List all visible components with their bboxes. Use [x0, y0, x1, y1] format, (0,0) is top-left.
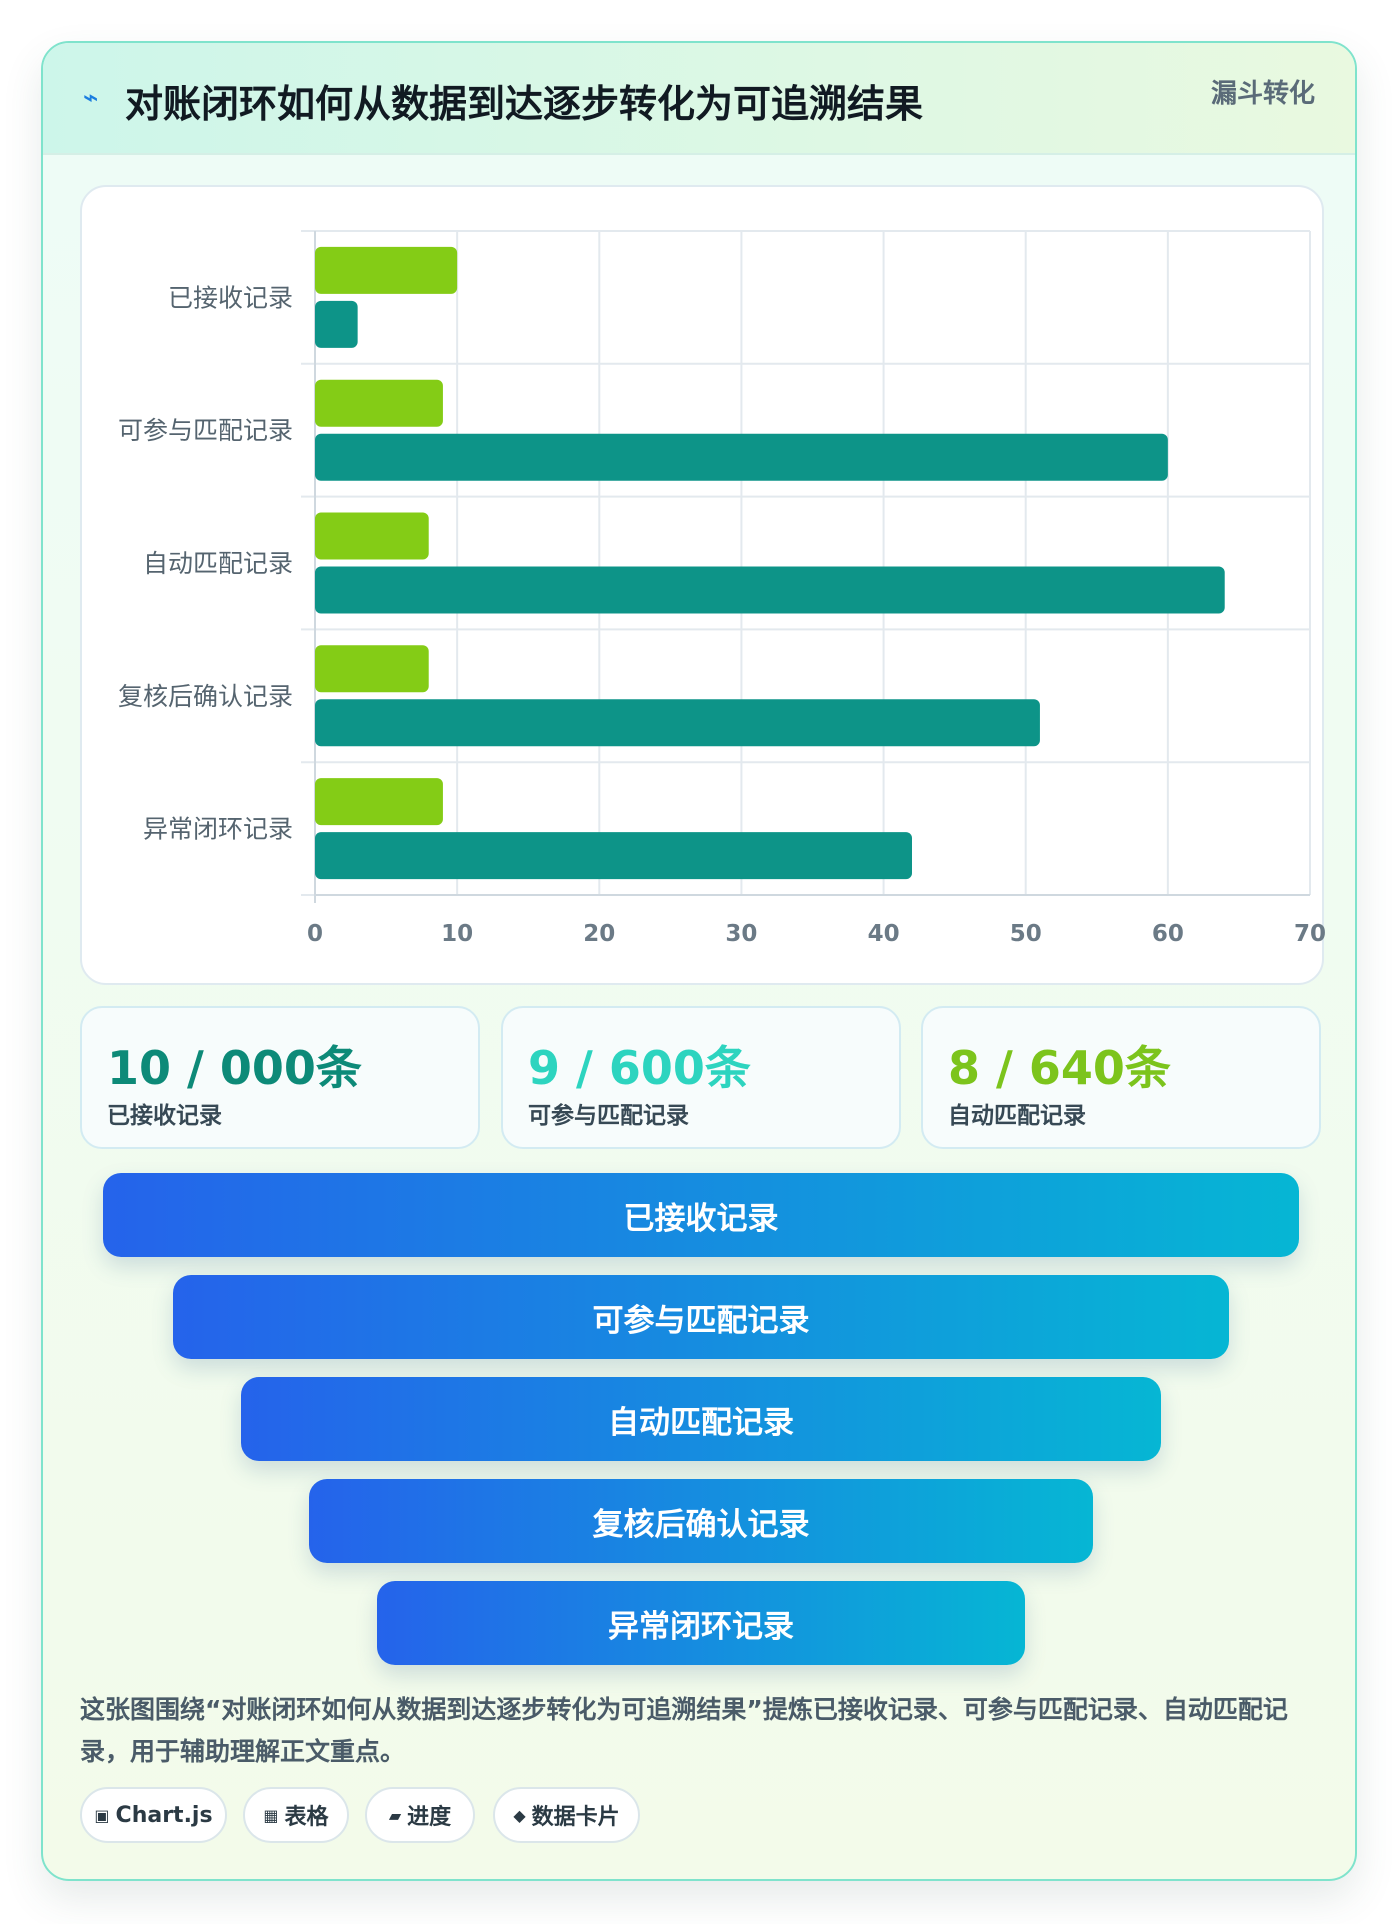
bar-series-a-1: [315, 379, 443, 427]
stat-value: 8 / 640条: [948, 1041, 1171, 1095]
category-label: 异常闭环记录: [143, 815, 293, 844]
chip-label: 表格: [284, 1805, 329, 1830]
x-tick-label: 20: [583, 921, 615, 947]
funnel-stage-matchable: 可参与匹配记录: [173, 1275, 1229, 1359]
bar-series-a-3: [315, 645, 429, 693]
progress-icon: ▰: [388, 1805, 402, 1825]
category-tag: 漏斗转化: [1210, 79, 1315, 109]
funnel-stage-auto-matched: 自动匹配记录: [241, 1377, 1161, 1461]
diamond-icon: ◆: [513, 1805, 526, 1825]
bar-chart-panel: 已接收记录可参与匹配记录自动匹配记录复核后确认记录异常闭环记录 0 10 20 30 40…: [80, 185, 1326, 985]
bar-series-b-4: [315, 832, 912, 880]
category-label: 已接收记录: [168, 283, 293, 312]
infographic-card: ⌁ 对账闭环如何从数据到达逐步转化为可追溯结果 漏斗转化 已接收记录可参与匹配记…: [41, 41, 1357, 1881]
chip-label: 数据卡片: [531, 1805, 620, 1830]
x-tick-label: 60: [1152, 921, 1184, 947]
stat-value: 10 / 000条: [107, 1041, 362, 1095]
x-tick-label: 40: [868, 921, 900, 947]
chip-data-card[interactable]: ◆ 数据卡片: [493, 1787, 640, 1843]
chip-label: Chart.js: [115, 1802, 213, 1828]
funnel-stage-received: 已接收记录: [103, 1173, 1299, 1257]
funnel-stage-confirmed: 复核后确认记录: [309, 1479, 1093, 1563]
lightning-icon: ⌁: [83, 83, 99, 113]
chip-chartjs[interactable]: ▣ Chart.js: [80, 1787, 227, 1843]
category-label: 自动匹配记录: [143, 549, 293, 578]
stat-card-matchable: 9 / 600条 可参与匹配记录: [501, 1006, 901, 1149]
bar-series-b-3: [315, 699, 1040, 747]
x-tick-label: 10: [441, 921, 473, 947]
category-label: 可参与匹配记录: [118, 416, 293, 445]
description-text: 这张图围绕“对账闭环如何从数据到达逐步转化为可追溯结果”提炼已接收记录、可参与匹…: [80, 1695, 1288, 1766]
bar-series-a-0: [315, 246, 458, 294]
stat-card-received: 10 / 000条 已接收记录: [80, 1006, 480, 1149]
bar-series-a-4: [315, 778, 443, 826]
stat-label: 已接收记录: [107, 1103, 222, 1129]
card-title: 对账闭环如何从数据到达逐步转化为可追溯结果: [125, 82, 924, 126]
table-icon: ▦: [263, 1805, 279, 1825]
stat-card-auto-matched: 8 / 640条 自动匹配记录: [921, 1006, 1321, 1149]
category-label: 复核后确认记录: [118, 682, 293, 711]
x-tick-label: 70: [1294, 921, 1326, 947]
chart-icon: ▣: [94, 1805, 110, 1825]
bar-series-b-1: [315, 433, 1168, 481]
x-tick-label: 0: [307, 921, 323, 947]
chip-label: 进度: [407, 1805, 452, 1830]
x-tick-label: 30: [725, 921, 757, 947]
chip-progress[interactable]: ▰ 进度: [365, 1787, 475, 1843]
stat-value: 9 / 600条: [528, 1041, 751, 1095]
x-tick-label: 50: [1010, 921, 1042, 947]
bar-series-a-2: [315, 512, 429, 560]
bar-series-b-0: [315, 300, 358, 348]
funnel-stage-closed: 异常闭环记录: [377, 1581, 1025, 1665]
bar-series-b-2: [315, 566, 1225, 614]
card-header: ⌁ 对账闭环如何从数据到达逐步转化为可追溯结果 漏斗转化: [43, 43, 1355, 155]
stat-label: 可参与匹配记录: [528, 1103, 689, 1129]
stat-label: 自动匹配记录: [948, 1103, 1086, 1129]
chip-table[interactable]: ▦ 表格: [243, 1787, 349, 1843]
